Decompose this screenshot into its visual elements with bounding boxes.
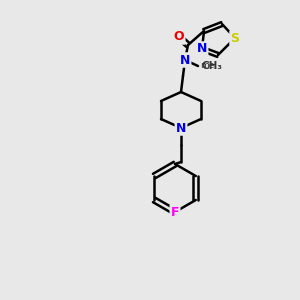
Text: N: N <box>180 53 190 67</box>
Text: O: O <box>174 31 184 44</box>
Text: CH₃: CH₃ <box>202 61 223 71</box>
Text: N: N <box>197 43 207 56</box>
Text: F: F <box>171 206 179 218</box>
Text: me: me <box>200 61 214 70</box>
Text: S: S <box>230 32 239 44</box>
Text: N: N <box>176 122 186 134</box>
